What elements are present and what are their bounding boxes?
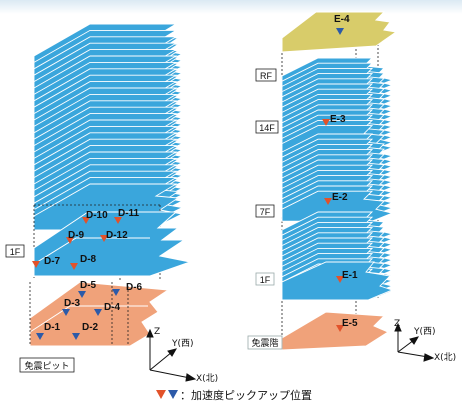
sensor-label-d-6: D-6 <box>126 282 143 293</box>
sensor-marker-e-5 <box>336 325 344 332</box>
sensor-marker-e-2 <box>324 198 332 205</box>
sensor-marker-d-7 <box>32 261 40 268</box>
axis-x-right: X(北) <box>434 352 456 363</box>
7f-label-box <box>255 204 275 218</box>
legend-text: ：加速度ピックアップ位置 <box>180 388 312 402</box>
sensor-label-d-5: D-5 <box>80 280 97 291</box>
sensor-marker-e-3 <box>322 119 330 126</box>
sensor-markers: D-1 D-2 D-3 D-4 D-5 D-6 D-7 D-8 D-9D-10 D-11 D-12 E… <box>32 14 358 340</box>
sensor-marker-e-1 <box>336 276 344 283</box>
sensor-label-d-8: D-8 <box>80 254 97 265</box>
right-base-slab <box>281 311 390 351</box>
right-1f-label-box <box>255 272 275 286</box>
sensor-label-e-1: E-1 <box>342 270 358 281</box>
7f-label: 7F <box>260 207 271 217</box>
pit-label: 免震ピット <box>24 360 69 371</box>
axis-z-right: Z <box>394 319 400 329</box>
14f-label-box <box>255 120 279 134</box>
sensor-marker-e-4 <box>336 28 344 35</box>
sensor-marker-d-6 <box>112 289 120 296</box>
legend-red-triangle-icon <box>156 390 166 399</box>
sensor-label-d-2: D-2 <box>82 322 99 333</box>
sensor-label-e-5: E-5 <box>342 318 358 329</box>
rf-label-box <box>255 68 277 82</box>
sensor-label-e-4: E-4 <box>334 14 350 25</box>
sensor-label-e-2: E-2 <box>332 192 348 203</box>
sensor-label-d-10: D-10 <box>86 210 108 221</box>
isolation-level-label-box <box>247 335 283 350</box>
sensor-label-d-11: D-11 <box>118 208 140 219</box>
header-band <box>0 0 462 14</box>
sensor-marker-d-2 <box>72 333 80 340</box>
sensor-marker-d-4 <box>94 309 102 316</box>
sensor-marker-d-3 <box>62 309 70 316</box>
sensor-label-d-7: D-7 <box>44 256 61 267</box>
rf-label: RF <box>260 71 272 81</box>
sensor-marker-d-1 <box>36 333 44 340</box>
sensor-marker-d-9 <box>66 237 74 244</box>
sensor-marker-d-8 <box>70 263 78 270</box>
axes-right <box>394 322 435 362</box>
axes-left <box>146 328 197 382</box>
left-upper-floors <box>33 23 184 231</box>
sensor-label-d-1: D-1 <box>44 322 61 333</box>
left-1f-slab <box>33 211 192 277</box>
sensor-marker-d-12 <box>100 235 108 242</box>
sensor-label-e-3: E-3 <box>330 114 346 125</box>
left-1f-label-box <box>5 244 25 258</box>
14f-label: 14F <box>259 123 275 133</box>
sensor-label-d-3: D-3 <box>64 298 81 309</box>
sensor-marker-d-11 <box>114 217 122 224</box>
axis-z-left: Z <box>154 327 160 337</box>
sensor-label-d-9: D-9 <box>68 230 85 241</box>
axis-x-left: X(北) <box>196 373 218 384</box>
right-1f-slab <box>281 261 394 301</box>
right-floors <box>281 57 394 301</box>
pit-label-box <box>19 357 75 373</box>
sensor-marker-d-10 <box>82 217 90 224</box>
axis-y-right: Y(西) <box>413 326 436 337</box>
right-1f-label: 1F <box>260 275 271 285</box>
isolation-level-label: 免震階 <box>251 337 278 348</box>
axis-y-left: Y(西) <box>171 338 194 349</box>
legend-blue-triangle-icon <box>168 390 178 399</box>
left-1f-label: 1F <box>10 247 21 257</box>
sensor-marker-d-5 <box>78 291 86 298</box>
sensor-label-d-4: D-4 <box>104 302 121 313</box>
sensor-label-d-12: D-12 <box>106 230 128 241</box>
